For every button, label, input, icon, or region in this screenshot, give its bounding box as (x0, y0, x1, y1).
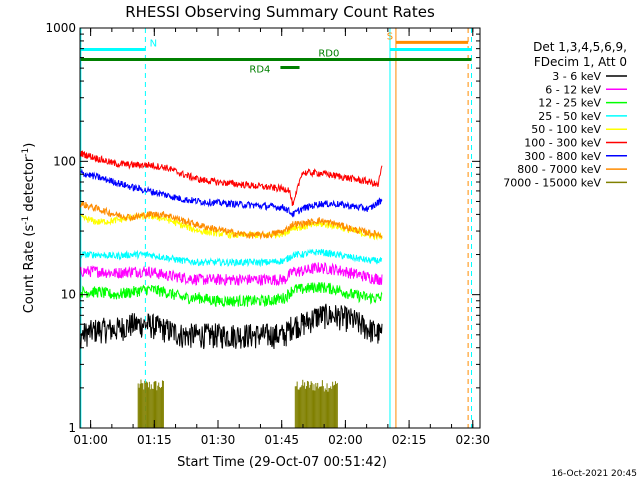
legend-label-100-300-kev: 100 - 300 keV (524, 137, 601, 150)
series-line-300-800-kev (80, 168, 383, 218)
flag-label-rd0: RD0 (318, 49, 339, 60)
y-tick-label: 10 (61, 288, 76, 302)
legend-label-50-100-kev: 50 - 100 keV (531, 123, 601, 136)
legend-label-800-7000-kev: 800 - 7000 keV (517, 163, 601, 176)
x-tick-label: 01:00 (73, 433, 108, 447)
legend-header-line-1: Det 1,3,4,5,6,9, (533, 40, 627, 54)
legend-label-12-25-kev: 12 - 25 keV (538, 97, 601, 110)
timestamp: 16-Oct-2021 20:45 (552, 469, 637, 479)
flag-label-s: S (387, 31, 393, 42)
y-axis-label-sup1: -1 (21, 216, 31, 225)
y-axis-label: Count Rate (s-1 detector-1) (21, 143, 37, 314)
flag-label-rd4: RD4 (249, 65, 270, 76)
legend-label-25-50-kev: 25 - 50 keV (538, 110, 601, 123)
y-axis-label-mid: detector (22, 156, 37, 216)
series-line-25-50-kev (80, 248, 383, 268)
legend-label-7000-15000-kev: 7000 - 15000 keV (503, 176, 601, 189)
axes: 01:00 01:15 01:30 01:45 02:00 02:15 02:30 1 10 10… (45, 21, 490, 447)
legend-label-3-6-kev: 3 - 6 keV (552, 70, 601, 83)
x-axis-label: Start Time (29-Oct-07 00:51:42) (177, 455, 387, 470)
series-line-3-6-kev (80, 303, 383, 350)
y-axis-label-main: Count Rate (s (22, 225, 37, 314)
series-line-800-7000-kev (80, 200, 383, 240)
legend: Det 1,3,4,5,6,9, FDecim 1, Att 0 3 - 6 k… (503, 40, 627, 189)
legend-label-300-800-kev: 300 - 800 keV (524, 150, 601, 163)
x-tick-label: 02:15 (392, 433, 427, 447)
background-burst-1 (137, 379, 164, 428)
y-tick-label: 1 (68, 421, 76, 435)
x-tick-label: 02:30 (455, 433, 490, 447)
chart-title: RHESSI Observing Summary Count Rates (125, 3, 435, 21)
plot-frame (79, 27, 481, 429)
y-tick-label: 1000 (45, 21, 76, 35)
y-axis-label-end: ) (22, 143, 37, 148)
x-tick-label: 01:30 (201, 433, 236, 447)
background-burst-2 (294, 379, 338, 428)
flag-bars: N S RD0 RD4 (80, 31, 472, 76)
x-tick-label: 01:15 (137, 433, 172, 447)
y-tick-label: 100 (53, 154, 76, 168)
series-line-100-300-kev (80, 150, 383, 207)
plot-area (80, 28, 473, 428)
legend-label-6-12-kev: 6 - 12 keV (545, 83, 601, 96)
x-tick-label: 01:45 (264, 433, 299, 447)
x-tick-label: 02:00 (328, 433, 363, 447)
y-axis-label-sup2: -1 (21, 148, 31, 157)
flag-label-n: N (150, 38, 157, 49)
legend-header-line-2: FDecim 1, Att 0 (534, 55, 627, 69)
series-line-6-12-kev (80, 261, 383, 287)
series-line-12-25-kev (80, 282, 383, 308)
